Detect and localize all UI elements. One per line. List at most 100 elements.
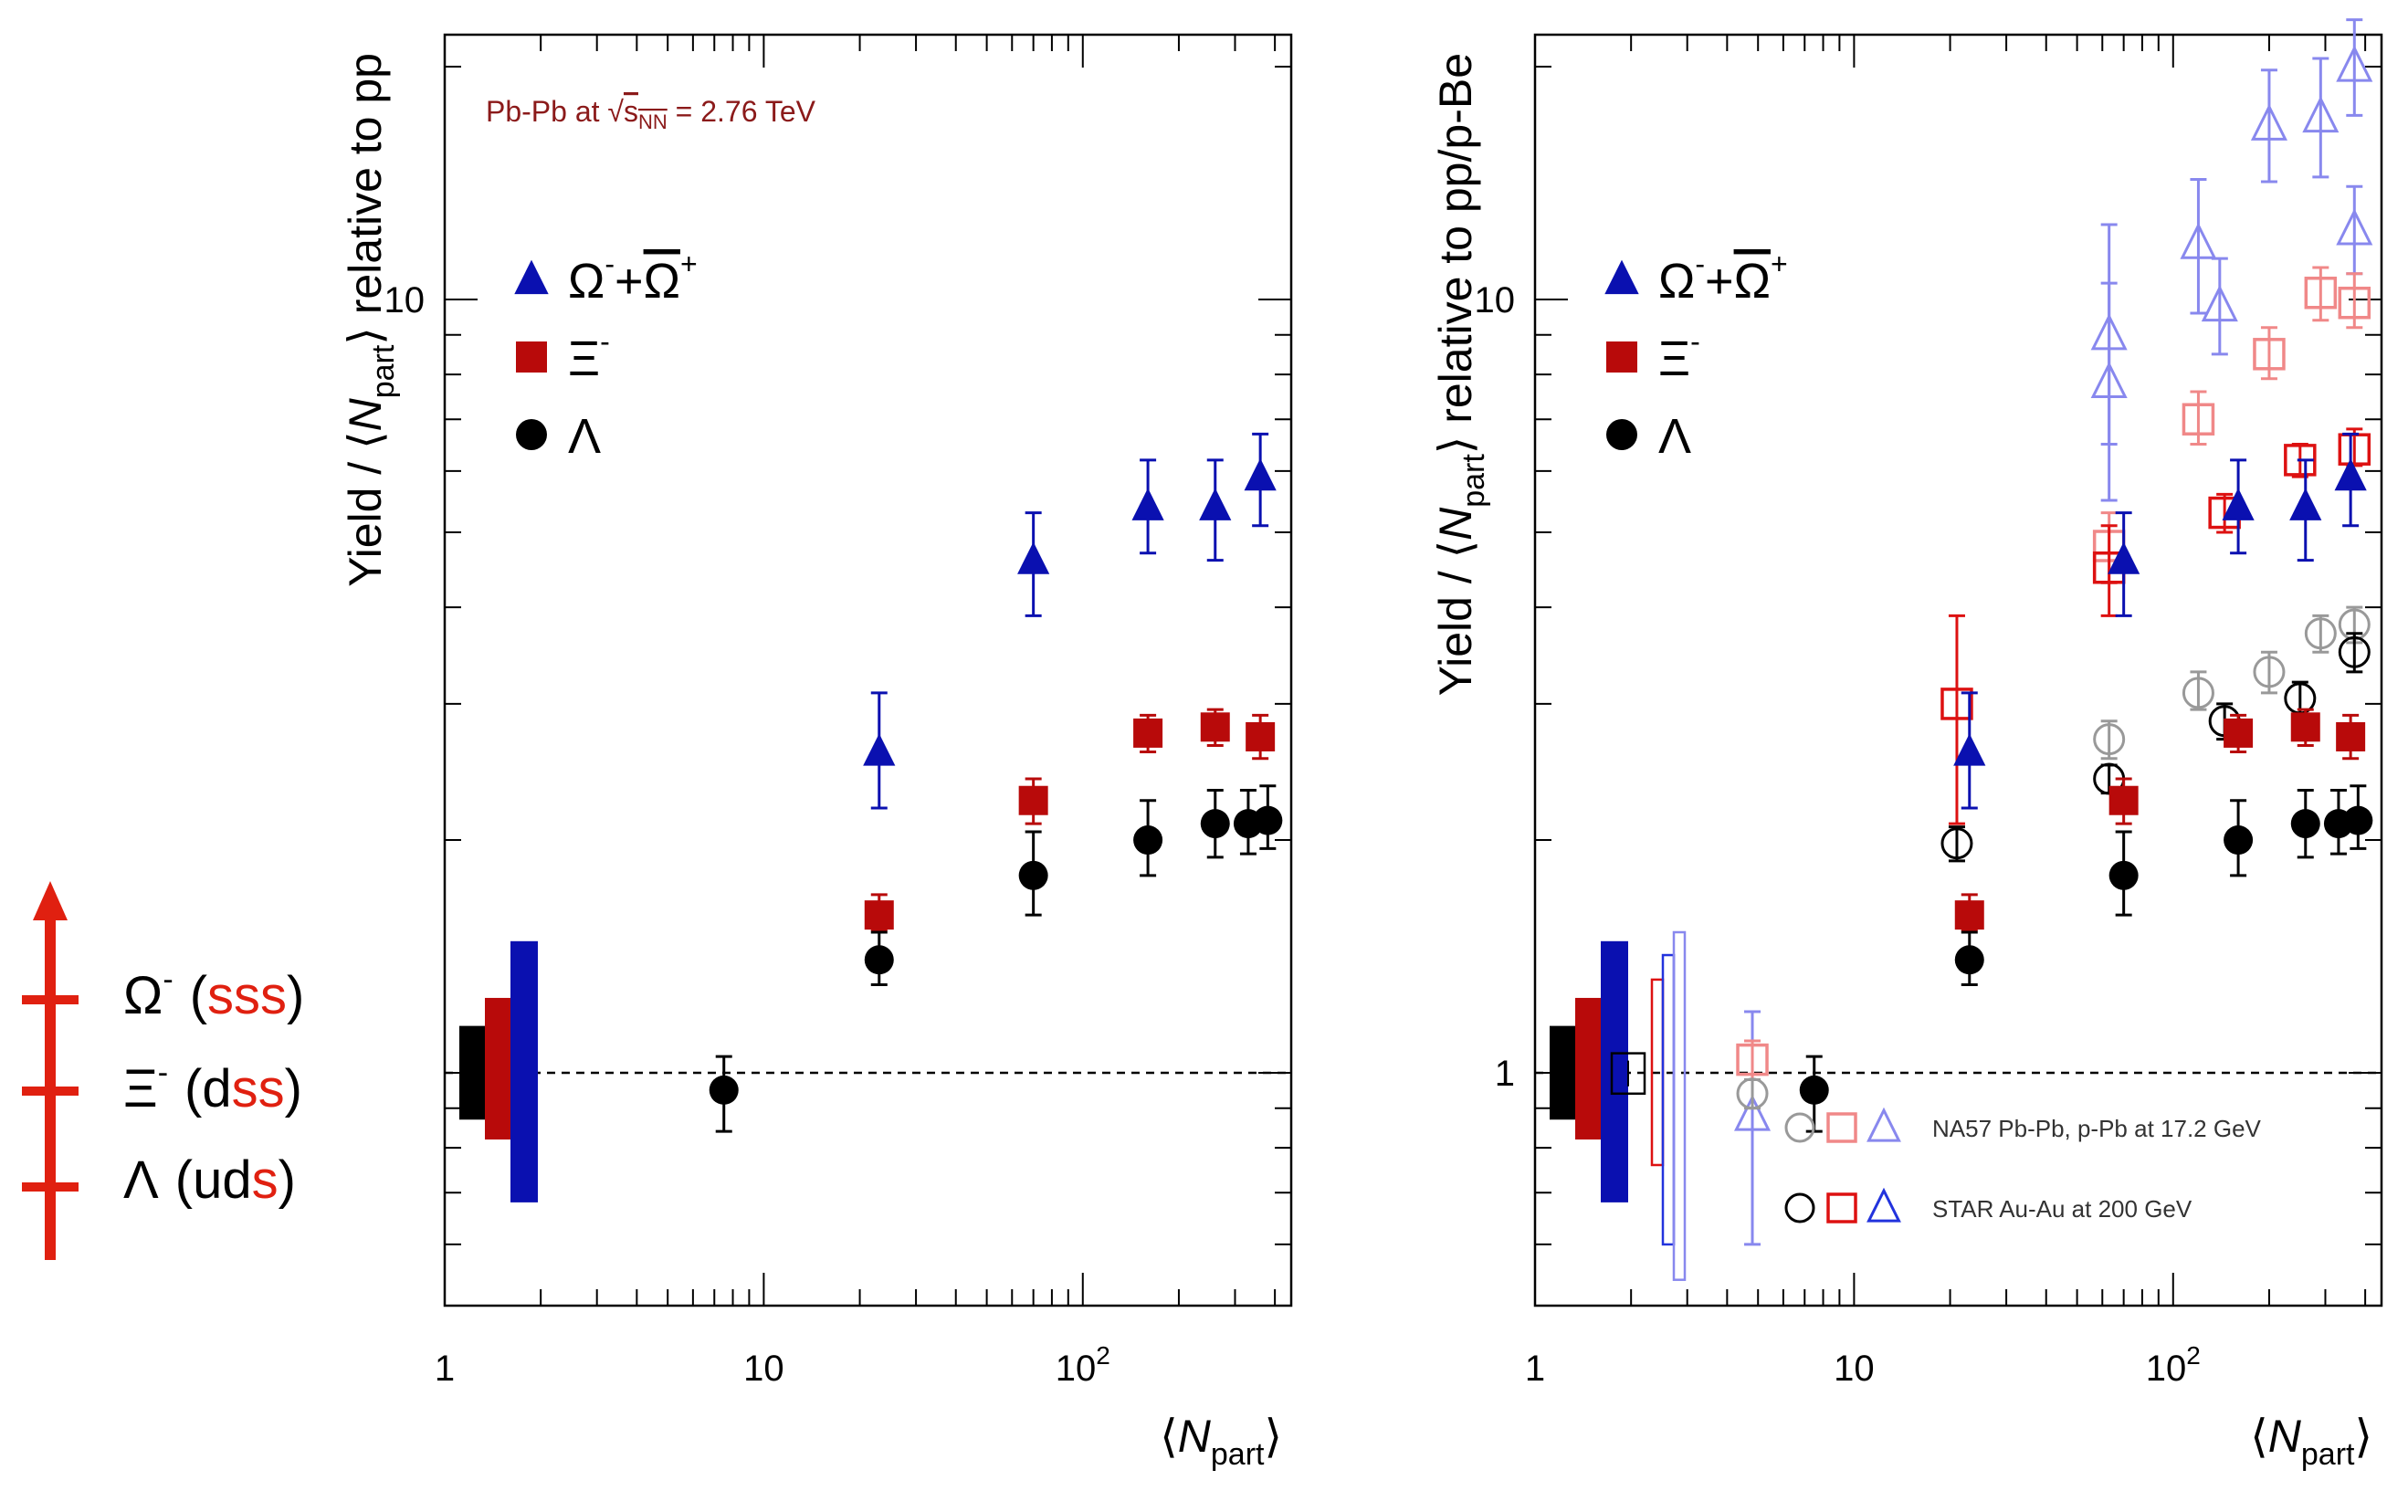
data-point-na57_lambda xyxy=(2182,677,2214,709)
particle-symbol: Ξ xyxy=(123,1059,158,1118)
quark-open-paren: ( xyxy=(175,1150,193,1210)
data-point-na57_omega xyxy=(1733,1094,1772,1131)
data-point-xi xyxy=(2224,718,2254,748)
norm-box-lambda xyxy=(459,1025,487,1120)
particle-charge: - xyxy=(158,1055,168,1090)
light-quark: d xyxy=(222,1150,251,1210)
data-point-omega xyxy=(1017,541,1050,574)
open-norm-box-star_lambda xyxy=(1610,1052,1646,1096)
annotation-sqrt-sign: √ xyxy=(607,95,624,128)
y-tick-label: 10 xyxy=(384,280,426,320)
legend-xi-charge: - xyxy=(1690,325,1700,358)
norm-box-xi xyxy=(1575,997,1603,1140)
plot-frame xyxy=(1533,33,2383,1307)
x-axis-label-post: ⟩ xyxy=(1264,1411,1282,1462)
norm-boxes xyxy=(1550,940,1628,1202)
y-axis-label-pre: Yield / ⟨ xyxy=(340,431,391,587)
open-legend-marker-na57_xi xyxy=(1826,1112,1857,1143)
x-tick-label-base: 10 xyxy=(2146,1349,2187,1389)
quark-content-label: Ω- (sss) xyxy=(123,962,304,1025)
x-axis-label-var: N xyxy=(1178,1411,1212,1462)
quark-content-legend: Ω- (sss)Ξ- (dss)Λ (uds) xyxy=(123,962,304,1210)
data-point-xi xyxy=(2108,785,2139,815)
legend-label-lambda: Λ xyxy=(568,409,601,464)
legend-omega-symbol: Ω xyxy=(568,254,605,309)
legend-label-xi: Ξ- xyxy=(1658,325,1700,386)
y-tick-label-text: 1 xyxy=(1495,1054,1515,1094)
legend-marker-omega xyxy=(1604,259,1639,295)
x-tick-label-text: 1 xyxy=(435,1349,455,1389)
strange-quark: s xyxy=(234,966,260,1025)
y-tick-label: 1 xyxy=(1495,1054,1515,1094)
legend-omega-charge: - xyxy=(605,247,615,280)
data-point-omega xyxy=(1953,733,1986,766)
legend-omega-charge: - xyxy=(1695,247,1705,280)
open-legend-marker-na57_omega xyxy=(1866,1107,1901,1142)
data-point-xi xyxy=(1246,721,1276,751)
data-point-star_xi xyxy=(2284,444,2317,477)
series-na57_omega xyxy=(1733,18,2373,1246)
x-tick-label: 1 xyxy=(1525,1349,1545,1389)
x-tick-label-text: 1 xyxy=(1525,1349,1545,1389)
data-point-omega xyxy=(1244,457,1277,491)
strange-quark: s xyxy=(252,1150,279,1210)
legend-marker-xi xyxy=(516,341,547,373)
data-point-lambda xyxy=(1133,825,1163,856)
x-tick-label: 102 xyxy=(1056,1341,1110,1389)
data-point-star_lambda xyxy=(2338,635,2371,668)
data-point-na57_xi xyxy=(2338,286,2371,320)
annotation-sqrt-var: s xyxy=(624,95,638,128)
data-point-xi xyxy=(1954,900,1984,930)
data-point-omega xyxy=(2222,488,2255,520)
y-tick-label-text: 10 xyxy=(384,280,426,320)
open-legend-marker-star_lambda xyxy=(1784,1192,1815,1223)
data-point-star_lambda xyxy=(1940,827,1973,860)
data-point-omega xyxy=(863,733,896,766)
data-point-lambda xyxy=(1799,1075,1829,1105)
data-point-na57_xi xyxy=(2304,276,2338,310)
particle-charge: - xyxy=(163,962,173,997)
annotation-suffix: = 2.76 TeV xyxy=(668,95,816,128)
annotation-prefix: Pb-Pb at xyxy=(486,95,607,128)
norm-box-xi xyxy=(485,997,512,1140)
data-point-na57_xi xyxy=(2182,403,2215,436)
data-point-lambda xyxy=(2290,809,2320,839)
data-point-star_xi xyxy=(1940,688,1973,720)
data-point-na57_omega xyxy=(2090,361,2128,399)
x-axis-label-sub: part xyxy=(1211,1437,1265,1472)
x-tick-label-exp: 2 xyxy=(2186,1341,2201,1370)
strange-quark: s xyxy=(260,966,287,1025)
open-legend-label: STAR Au-Au at 200 GeV xyxy=(1932,1195,2192,1223)
data-point-na57_xi xyxy=(1736,1043,1769,1076)
light-quark: u xyxy=(193,1150,222,1210)
norm-box-omega xyxy=(1601,940,1628,1202)
data-point-na57_omega xyxy=(2336,45,2373,82)
legend-xi-charge: - xyxy=(600,325,610,358)
quark-close-paren: ) xyxy=(279,1150,296,1210)
legend-label-omega: Ω-+Ω+ xyxy=(568,247,698,309)
quark-open-paren: ( xyxy=(190,966,207,1025)
y-axis-label: Yield / ⟨Npart⟩ relative to pp/p-Be xyxy=(1430,53,1491,696)
legend-plus: + xyxy=(615,254,644,309)
legend: Ω-+Ω+Ξ-Λ xyxy=(1604,247,1788,464)
data-point-xi xyxy=(1200,712,1230,742)
x-ticks xyxy=(444,35,1277,1306)
x-tick-label: 1 xyxy=(435,1349,455,1389)
x-tick-label: 102 xyxy=(2146,1341,2201,1389)
legend: Ω-+Ω+Ξ-Λ xyxy=(514,247,698,464)
light-quark: d xyxy=(202,1059,231,1118)
legend-antiomega-charge: + xyxy=(1771,247,1788,280)
x-axis-label-pre: ⟨ xyxy=(1160,1411,1178,1462)
legend-antiomega-symbol: Ω xyxy=(644,254,680,309)
data-point-lambda xyxy=(1200,809,1230,839)
quark-content-label: Ξ- (dss) xyxy=(123,1055,302,1118)
data-point-na57_omega xyxy=(2302,96,2340,133)
y-axis-label-var: N xyxy=(1430,507,1481,541)
x-axis-label: ⟨Npart⟩ xyxy=(1160,1411,1282,1472)
open-legend-marker-star_omega xyxy=(1866,1187,1901,1223)
data-point-lambda xyxy=(1253,805,1283,835)
